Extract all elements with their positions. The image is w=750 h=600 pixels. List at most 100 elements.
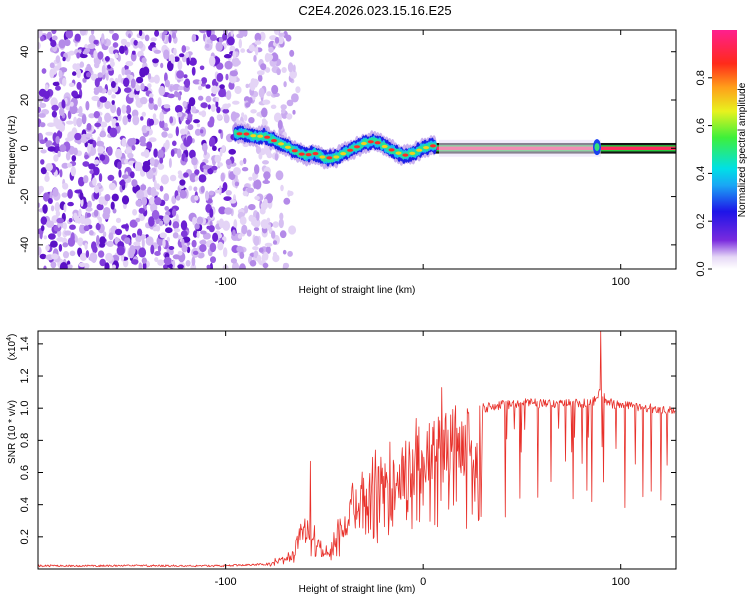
- spectrogram-frame: [37, 29, 677, 270]
- noise-blob: [99, 236, 106, 245]
- noise-blob: [39, 139, 46, 144]
- noise-blob: [245, 83, 250, 89]
- noise-blob: [129, 219, 138, 228]
- noise-blob: [229, 199, 237, 204]
- noise-blob: [97, 51, 104, 60]
- noise-blob: [215, 100, 219, 108]
- noise-blob: [262, 99, 271, 105]
- noise-blob: [50, 205, 55, 212]
- noise-blob: [169, 174, 177, 182]
- noise-blob: [55, 55, 61, 64]
- noise-blob: [191, 256, 196, 267]
- noise-blob: [248, 97, 253, 104]
- noise-blob: [99, 258, 106, 267]
- noise-blob: [93, 209, 99, 217]
- noise-blob: [266, 224, 271, 231]
- ridge-blob: [388, 148, 395, 152]
- noise-blob: [93, 39, 99, 45]
- noise-blob: [131, 145, 136, 151]
- noise-blob: [286, 99, 294, 107]
- noise-blob: [153, 49, 162, 54]
- noise-blob: [167, 93, 176, 99]
- ridge-blob: [319, 155, 326, 159]
- noise-blob: [249, 80, 256, 91]
- noise-blob: [85, 100, 90, 111]
- noise-blob: [180, 220, 188, 231]
- noise-blob: [74, 132, 82, 141]
- noise-blob: [256, 70, 265, 76]
- noise-blob: [209, 242, 217, 253]
- noise-blob: [52, 65, 61, 71]
- noise-blob: [101, 33, 105, 44]
- ridge-blob: [347, 148, 354, 152]
- noise-blob: [228, 148, 236, 155]
- noise-blob: [149, 42, 156, 47]
- noise-blob: [52, 187, 59, 197]
- spectrogram-y-tick-label: 20: [19, 94, 31, 106]
- noise-blob: [278, 32, 285, 37]
- noise-blob: [265, 67, 271, 73]
- noise-blob: [108, 232, 114, 241]
- noise-blob: [145, 126, 151, 131]
- noise-blob: [268, 46, 274, 53]
- noise-blob: [138, 262, 143, 269]
- noise-blob: [142, 66, 150, 76]
- noise-blob: [116, 107, 122, 117]
- noise-blob: [91, 30, 95, 35]
- noise-blob: [239, 263, 246, 269]
- noise-blob: [253, 180, 257, 189]
- noise-blob: [224, 60, 233, 70]
- noise-blob: [164, 206, 169, 211]
- noise-blob: [83, 218, 92, 226]
- noise-blob: [157, 163, 165, 170]
- noise-blob: [97, 250, 105, 258]
- ridge-blob: [312, 152, 319, 156]
- noise-blob: [125, 41, 131, 48]
- noise-blob: [122, 174, 129, 180]
- noise-blob: [59, 169, 63, 178]
- noise-blob: [239, 251, 245, 259]
- noise-blob: [46, 220, 55, 228]
- noise-blob: [185, 260, 191, 267]
- noise-blob: [190, 263, 197, 269]
- noise-blob: [218, 129, 222, 134]
- noise-blob: [106, 240, 114, 247]
- noise-blob: [152, 226, 158, 232]
- noise-blob: [186, 135, 193, 145]
- noise-blob: [41, 68, 47, 74]
- colorbar-gradient: [712, 30, 737, 269]
- noise-blob: [210, 34, 217, 41]
- noise-blob: [44, 84, 49, 92]
- noise-blob: [200, 129, 204, 134]
- noise-blob: [163, 214, 170, 224]
- noise-blob: [76, 218, 82, 224]
- noise-blob: [194, 169, 200, 176]
- noise-blob: [164, 122, 168, 129]
- ridge-blob: [250, 134, 257, 138]
- snr-y-tick-label: 1.0: [19, 401, 31, 416]
- noise-blob: [221, 145, 226, 152]
- noise-blob: [239, 216, 247, 226]
- noise-blob: [179, 53, 185, 58]
- noise-blob: [79, 30, 87, 36]
- noise-blob: [292, 109, 296, 115]
- noise-blob: [76, 52, 81, 59]
- noise-blob: [261, 254, 266, 262]
- noise-blob: [86, 212, 91, 218]
- noise-blob: [222, 182, 228, 192]
- noise-blob: [207, 104, 211, 110]
- noise-blob: [188, 185, 193, 191]
- noise-blob: [62, 182, 69, 190]
- noise-blob: [50, 261, 57, 269]
- noise-blob: [38, 41, 41, 50]
- noise-blob: [225, 73, 229, 81]
- ridge-blob: [360, 141, 367, 146]
- noise-blob: [147, 237, 151, 244]
- noise-blob: [152, 113, 157, 120]
- noise-blob: [266, 217, 271, 223]
- noise-blob: [189, 149, 196, 159]
- noise-blob: [61, 77, 67, 87]
- noise-blob: [182, 100, 187, 108]
- noise-blob: [168, 158, 172, 168]
- noise-blob: [198, 80, 202, 85]
